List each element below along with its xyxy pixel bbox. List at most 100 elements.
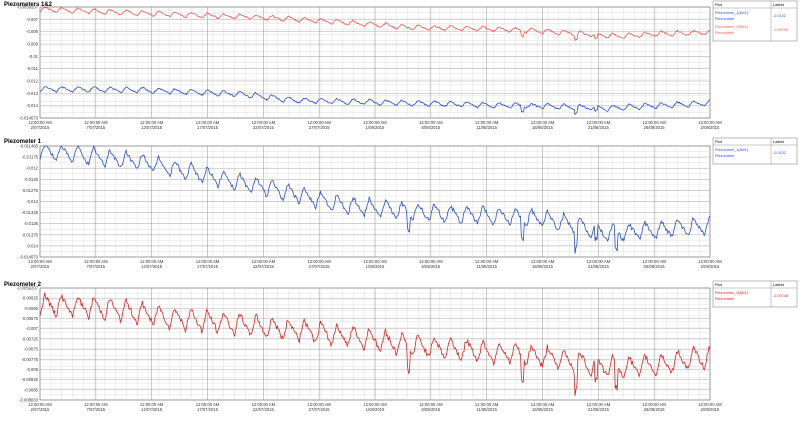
chart-panel-1: Piezometers 1&2-0.0059207 -0.007 -0.008 -0.… xyxy=(4,0,798,130)
x-tick-date: 1/08/2015 xyxy=(366,125,385,130)
x-tick-time: 12:00:00 AM xyxy=(84,120,108,125)
x-tick-date: 21/08/2015 xyxy=(588,125,610,130)
y-tick-label: -0.013 xyxy=(26,91,39,96)
x-tick-time: 12:00:00 AM xyxy=(587,259,611,264)
chart-title: Piezometer 2 xyxy=(4,282,42,288)
x-tick-time: 12:00:00 AM xyxy=(475,259,499,264)
y-tick-label: -0.00675 xyxy=(21,316,38,321)
x-tick-time: 12:00:00 AM xyxy=(419,402,443,407)
y-tick-label: -0.01 xyxy=(28,54,38,59)
x-tick-date: 27/07/2015 xyxy=(309,407,331,412)
series-line xyxy=(39,292,711,396)
y-tick-label: -0.014 xyxy=(26,103,39,108)
x-tick-time: 12:00:00 AM xyxy=(531,120,555,125)
x-tick-date: 11/08/2015 xyxy=(476,125,497,130)
x-tick-time: 12:00:00 AM xyxy=(28,120,52,125)
x-tick-date: 2/07/2015 xyxy=(31,264,50,269)
legend-entry-sub: Piezometer xyxy=(715,31,735,35)
x-tick-date: 11/08/2015 xyxy=(476,407,497,412)
x-tick-time: 12:00:00 AM xyxy=(84,402,108,407)
y-tick-label: -0.01375 xyxy=(21,232,38,237)
x-tick-time: 12:00:00 AM xyxy=(587,402,611,407)
x-tick-time: 12:00:00 AM xyxy=(252,402,276,407)
y-tick-label: -0.012 xyxy=(26,166,39,171)
x-tick-time: 12:00:00 AM xyxy=(419,259,443,264)
legend-header-plot: Plot xyxy=(715,282,723,287)
legend-entry-sub: Piezometer xyxy=(715,154,735,158)
x-tick-date: 2/09/2015 xyxy=(701,407,720,412)
x-tick-date: 26/08/2015 xyxy=(644,125,666,130)
x-tick-date: 22/07/2015 xyxy=(253,407,275,412)
x-tick-date: 17/07/2015 xyxy=(197,125,219,130)
x-tick-time: 12:00:00 AM xyxy=(475,402,499,407)
x-tick-time: 12:00:00 AM xyxy=(252,120,276,125)
x-tick-time: 12:00:00 AM xyxy=(531,259,555,264)
x-tick-time: 12:00:00 AM xyxy=(363,402,387,407)
y-tick-label: -0.014573 xyxy=(19,116,39,121)
x-tick-time: 12:00:00 AM xyxy=(698,402,722,407)
legend: Plot Latest Piezometer_1(Mv1) Piezometer -0.… xyxy=(712,0,798,42)
y-tick-label: -0.0059207 xyxy=(17,5,39,10)
x-tick-time: 12:00:00 AM xyxy=(363,120,387,125)
x-tick-time: 12:00:00 AM xyxy=(140,259,164,264)
legend-header-plot: Plot xyxy=(715,139,723,144)
chart-panel-3: Piezometer 2-0.0059207 -0.00625 -0.0065 -0.… xyxy=(4,280,798,412)
legend-frame xyxy=(712,0,798,42)
legend-entry-latest: -0.00748 xyxy=(773,294,788,298)
x-tick-time: 12:00:00 AM xyxy=(642,120,666,125)
y-tick-label: -0.007 xyxy=(26,17,39,22)
legend-entry-name: Piezometer_1(Mv1) xyxy=(715,11,749,15)
y-tick-label: -0.0085 xyxy=(24,387,39,392)
x-tick-date: 16/08/2015 xyxy=(532,264,554,269)
legend-entry-latest: -0.00708 xyxy=(773,28,788,32)
legend-entry-sub: Piezometer xyxy=(715,297,735,301)
x-tick-date: 7/07/2015 xyxy=(87,125,106,130)
x-tick-time: 12:00:00 AM xyxy=(363,259,387,264)
x-tick-time: 12:00:00 AM xyxy=(642,402,666,407)
y-tick-label: -0.007 xyxy=(26,326,39,331)
x-tick-date: 16/08/2015 xyxy=(532,407,554,412)
legend: Plot Latest Piezometer_1(Mv1) Piezometer -0.… xyxy=(712,137,798,165)
x-tick-time: 12:00:00 AM xyxy=(698,259,722,264)
x-tick-date: 26/08/2015 xyxy=(644,264,666,269)
y-tick-label: -0.008 xyxy=(26,29,39,34)
y-tick-label: -0.014573 xyxy=(19,255,39,260)
x-tick-date: 1/08/2015 xyxy=(366,264,385,269)
x-tick-time: 12:00:00 AM xyxy=(307,120,331,125)
x-tick-time: 12:00:00 AM xyxy=(587,120,611,125)
y-tick-label: -0.014 xyxy=(26,243,39,248)
x-tick-date: 17/07/2015 xyxy=(197,264,219,269)
x-tick-time: 12:00:00 AM xyxy=(419,120,443,125)
legend-frame xyxy=(712,137,798,165)
x-tick-date: 16/08/2015 xyxy=(532,125,554,130)
y-tick-label: -0.01275 xyxy=(21,188,38,193)
chart-title: Piezometer 1 xyxy=(4,139,42,145)
legend-header-plot: Plot xyxy=(715,2,723,7)
y-tick-label: -0.0125 xyxy=(24,177,39,182)
x-tick-time: 12:00:00 AM xyxy=(196,402,220,407)
x-tick-time: 12:00:00 AM xyxy=(140,120,164,125)
y-tick-label: -0.00625 xyxy=(21,296,38,301)
legend-header-latest: Latest xyxy=(773,139,785,144)
x-tick-date: 22/07/2015 xyxy=(253,125,275,130)
x-tick-time: 12:00:00 AM xyxy=(698,120,722,125)
legend-entry-name: Piezometer_2(Mv1) xyxy=(715,291,749,295)
x-tick-time: 12:00:00 AM xyxy=(196,120,220,125)
x-tick-date: 27/07/2015 xyxy=(309,264,331,269)
legend-entry-name: Piezometer_2(Mv1) xyxy=(715,25,749,29)
series-line xyxy=(39,6,711,42)
legend-entry-name: Piezometer_1(Mv1) xyxy=(715,148,749,152)
x-tick-time: 12:00:00 AM xyxy=(642,259,666,264)
y-tick-label: -0.009 xyxy=(26,42,39,47)
y-tick-label: -0.011 xyxy=(26,66,38,71)
y-tick-label: -0.0059207 xyxy=(17,286,39,291)
series-line xyxy=(39,144,711,254)
x-tick-date: 6/08/2015 xyxy=(422,125,441,130)
y-tick-label: -0.011465 xyxy=(19,144,38,149)
x-tick-date: 17/07/2015 xyxy=(197,407,219,412)
x-tick-date: 6/08/2015 xyxy=(422,264,441,269)
legend-header-latest: Latest xyxy=(773,282,785,287)
x-tick-date: 7/07/2015 xyxy=(87,264,106,269)
x-tick-time: 12:00:00 AM xyxy=(307,259,331,264)
x-tick-time: 12:00:00 AM xyxy=(475,120,499,125)
